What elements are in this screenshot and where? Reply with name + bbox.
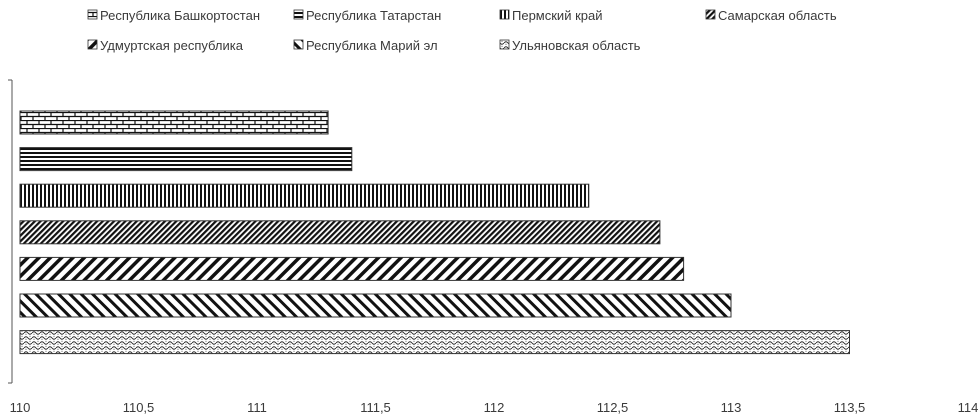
legend-swatch — [499, 39, 510, 50]
legend-label: Удмуртская республика — [100, 38, 244, 53]
x-axis-ticks: 110 110,5 111 111,5 112 112,5 113 113,5 114 — [10, 400, 979, 415]
legend-item: Пермский край — [499, 8, 602, 23]
legend-swatch — [87, 39, 98, 50]
legend-swatch — [293, 9, 304, 20]
bar-1 — [19, 110, 329, 135]
legend-label: Республика Татарстан — [306, 8, 441, 23]
x-tick-label: 111,5 — [360, 400, 391, 415]
bar-4 — [19, 220, 661, 245]
bar-2 — [19, 147, 353, 172]
x-tick-label: 110 — [10, 400, 31, 415]
legend-label: Республика Марий эл — [306, 38, 438, 53]
legend-label: Самарская область — [718, 8, 837, 23]
legend-swatch — [705, 9, 716, 20]
legend-label: Пермский край — [512, 8, 602, 23]
x-tick-label: 113,5 — [834, 400, 866, 415]
x-tick-label: 110,5 — [123, 400, 155, 415]
x-tick-label: 114 — [958, 400, 979, 415]
x-tick-label: 113 — [721, 400, 742, 415]
x-tick-label: 112,5 — [597, 400, 629, 415]
legend-swatch — [293, 39, 304, 50]
legend-label: Республика Башкортостан — [100, 8, 260, 23]
legend-swatch — [499, 9, 510, 20]
x-tick-label: 111 — [247, 400, 267, 415]
bar-7 — [19, 330, 850, 355]
legend-item: Республика Марий эл — [293, 38, 438, 53]
legend-label: Ульяновская область — [512, 38, 641, 53]
legend-item: Республика Татарстан — [293, 8, 441, 23]
bar-3 — [19, 183, 590, 208]
legend-item: Удмуртская республика — [87, 38, 244, 53]
legend-item: Ульяновская область — [499, 38, 641, 53]
bars-group — [19, 110, 850, 355]
chart-legend: Республика Башкортостан Республика Татарс… — [87, 8, 837, 53]
legend-item: Республика Башкортостан — [87, 8, 260, 23]
bar-6 — [19, 293, 732, 318]
bar-5 — [19, 256, 685, 281]
legend-item: Самарская область — [705, 8, 837, 23]
legend-swatch — [87, 9, 98, 20]
x-tick-label: 112 — [484, 400, 505, 415]
